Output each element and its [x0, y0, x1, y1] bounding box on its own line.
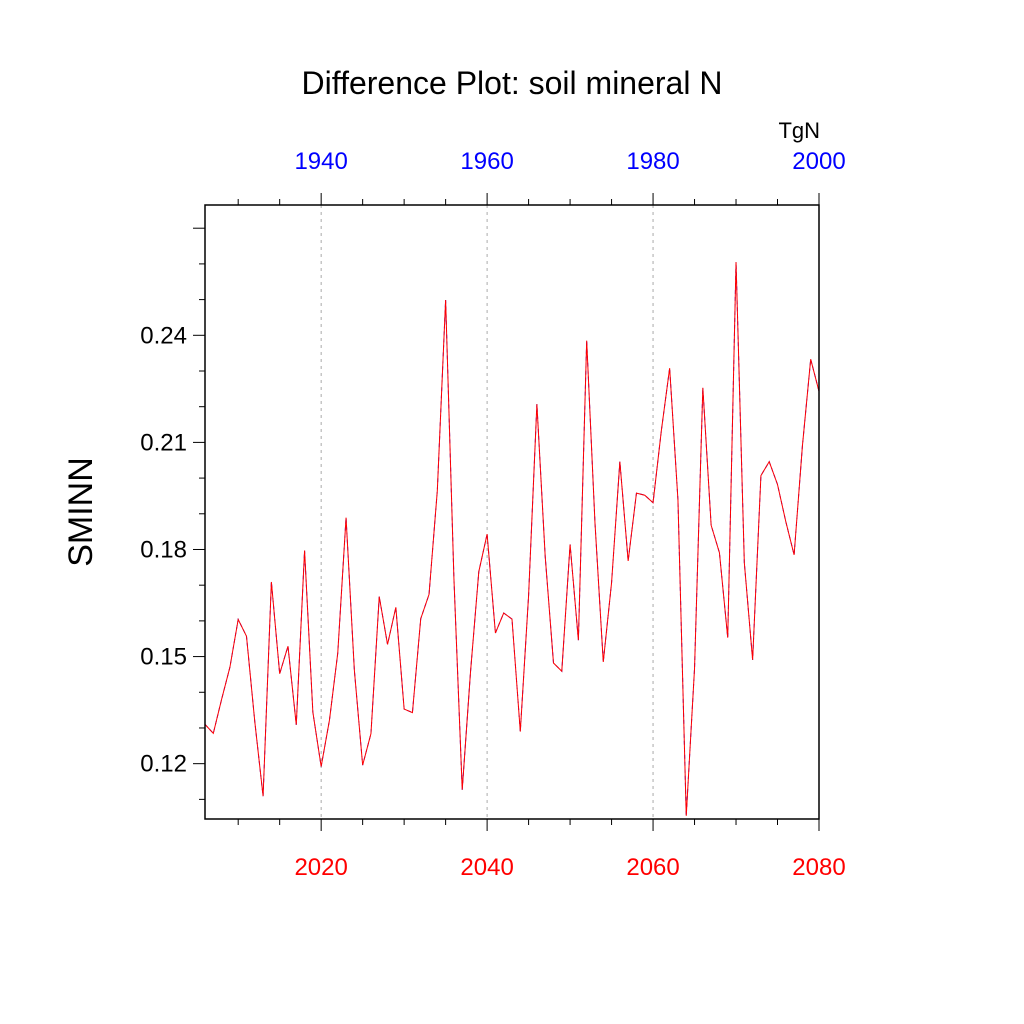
top-tick-label-1940: 1940	[294, 148, 347, 175]
units-label: TgN	[778, 118, 820, 143]
y-tick-label-2: 0.18	[140, 536, 187, 563]
axis-layer: 2020 2040 2060 2080 1940 1960 1980 2000 0.12 0.15…	[140, 148, 845, 881]
y-axis-label: SMINN	[62, 457, 100, 567]
bottom-tick-label-2020: 2020	[294, 854, 347, 881]
series-layer	[204, 262, 820, 816]
y-tick-label-0: 0.12	[140, 751, 187, 778]
series-line-1	[204, 262, 820, 816]
plot-frame	[204, 204, 820, 820]
grid-layer	[320, 205, 654, 819]
top-tick-label-1960: 1960	[460, 148, 513, 175]
bottom-tick-label-2040: 2040	[460, 854, 513, 881]
top-tick-label-2000: 2000	[792, 148, 845, 175]
y-tick-label-1: 0.15	[140, 644, 187, 671]
y-tick-label-3: 0.21	[140, 429, 187, 456]
series-line-0	[204, 262, 820, 816]
y-tick-label-4: 0.24	[140, 322, 187, 349]
top-tick-label-1980: 1980	[626, 148, 679, 175]
bottom-tick-label-2060: 2060	[626, 854, 679, 881]
bottom-tick-label-2080: 2080	[792, 854, 845, 881]
chart-title: Difference Plot: soil mineral N	[302, 65, 723, 101]
